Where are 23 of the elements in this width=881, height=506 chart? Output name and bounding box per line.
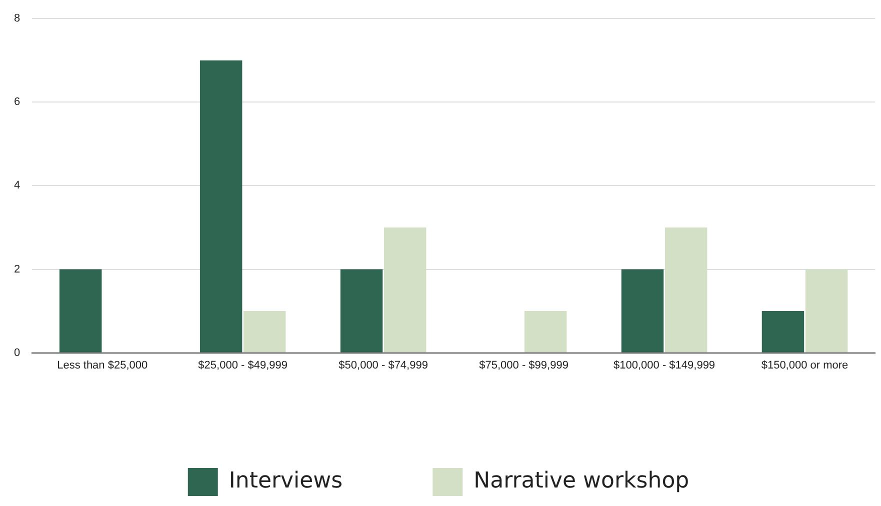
x-tick-label: $75,000 - $99,999 <box>479 359 568 372</box>
y-tick-label: 6 <box>14 96 20 108</box>
y-tick-label: 4 <box>14 180 20 192</box>
bar <box>243 311 286 352</box>
x-tick-label: Less than $25,000 <box>57 359 148 372</box>
legend-label: Interviews <box>228 468 343 494</box>
bar <box>59 269 102 352</box>
bar <box>524 311 567 352</box>
bar <box>200 60 242 352</box>
bar <box>805 269 848 352</box>
bar <box>664 227 708 352</box>
y-tick-label: 2 <box>14 263 20 276</box>
y-tick-label: 0 <box>14 346 20 359</box>
x-tick-label: $100,000 - $149,999 <box>614 359 716 372</box>
x-tick-label: $50,000 - $74,999 <box>338 359 428 372</box>
legend-label: Narrative workshop <box>474 468 690 494</box>
bar <box>340 269 383 352</box>
bar <box>621 269 664 352</box>
bar <box>384 227 426 352</box>
bar <box>762 311 804 352</box>
x-tick-label: $25,000 - $49,999 <box>198 359 288 372</box>
x-tick-label: $150,000 or more <box>761 359 848 372</box>
y-tick-label: 8 <box>14 12 20 25</box>
